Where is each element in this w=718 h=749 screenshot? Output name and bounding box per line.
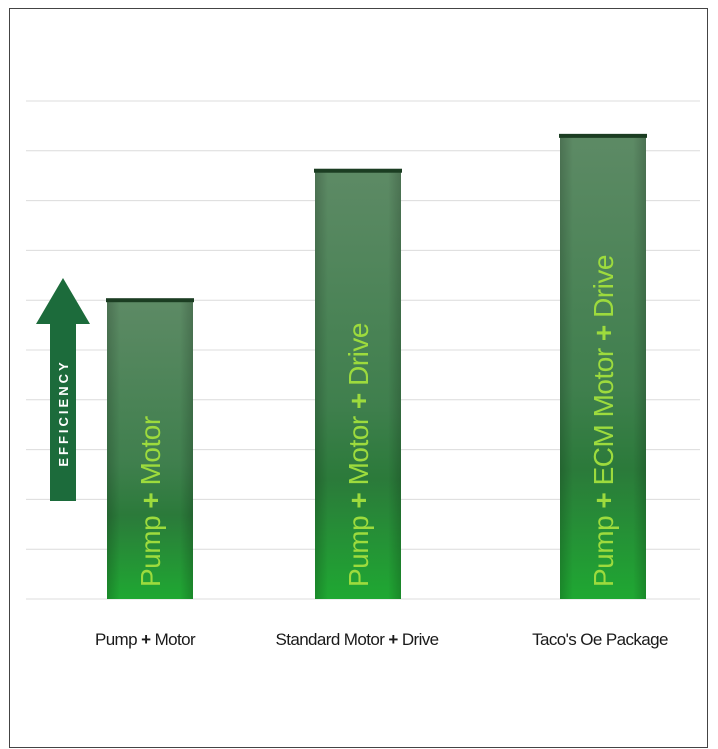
bar-top-edge — [314, 168, 402, 173]
category-label-standard-motor-drive: Standard Motor + Drive — [275, 630, 439, 649]
chart-plot: EFFICIENCY Pump + Motor Pump + Motor + Dr… — [26, 100, 700, 600]
bar-group: Pump + ECM Motor + Drive — [559, 133, 647, 600]
efficiency-label: EFFICIENCY — [56, 359, 71, 466]
efficiency-arrow-icon — [36, 278, 90, 501]
bar-shading — [560, 135, 646, 600]
bar-top-edge — [106, 298, 194, 303]
bar-shading — [315, 170, 401, 599]
efficiency-axis-indicator: EFFICIENCY — [36, 278, 90, 501]
bar-top-edge — [559, 133, 647, 138]
bar-label: Pump + Motor — [135, 416, 166, 587]
bar-group: Pump + Motor — [106, 298, 194, 599]
bar-label: Pump + ECM Motor + Drive — [588, 255, 619, 587]
category-label-tacos-oe-package: Taco's Oe Package — [532, 630, 668, 649]
bar-label: Pump + Motor + Drive — [343, 323, 374, 587]
bars: Pump + Motor Pump + Motor + Drive Pump + E… — [106, 133, 647, 600]
category-label-pump-motor: Pump + Motor — [94, 630, 196, 649]
bar-group: Pump + Motor + Drive — [314, 168, 402, 599]
bar-shading — [107, 300, 193, 599]
chart-frame: EFFICIENCY Pump + Motor Pump + Motor + Dr… — [9, 8, 708, 748]
